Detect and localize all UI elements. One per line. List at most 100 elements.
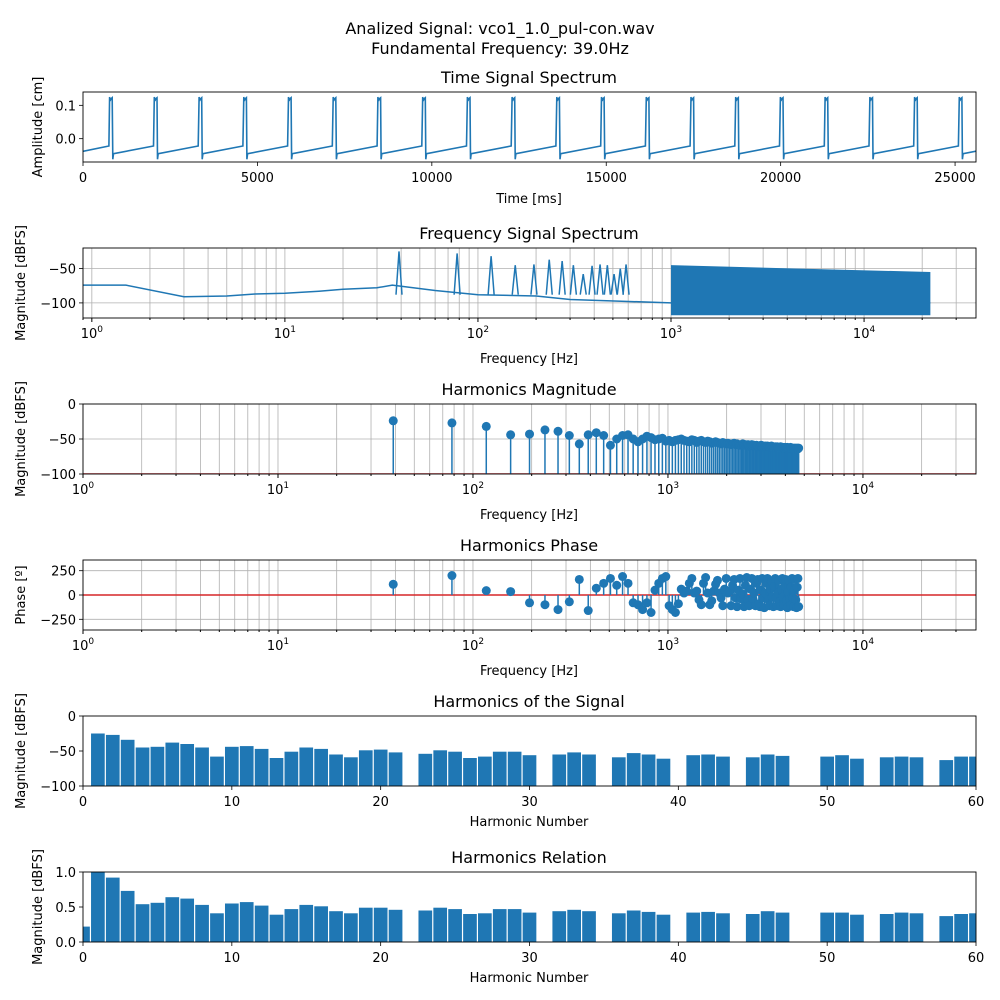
bar <box>120 890 135 942</box>
y-tick-label: 0.1 <box>55 99 76 114</box>
x-tick-label: 30 <box>521 795 538 810</box>
y-axis-label: Magnitude [dBFS] <box>14 693 29 809</box>
panel-title: Frequency Signal Spectrum <box>419 224 639 243</box>
stem-marker <box>670 608 680 617</box>
bar <box>820 756 835 786</box>
x-tick-label: 104 <box>852 481 875 498</box>
y-tick-label: −100 <box>40 780 76 795</box>
stem-marker <box>618 572 628 582</box>
axes: 0−50−1000 10 20 30 40 50 60 <box>40 710 984 810</box>
bar <box>150 902 165 942</box>
bar <box>373 749 388 786</box>
plot-frame <box>82 403 977 475</box>
bar <box>105 877 120 942</box>
bar <box>284 909 299 942</box>
stem-marker <box>591 583 601 593</box>
stem-marker <box>388 579 398 589</box>
bar <box>567 909 581 942</box>
bar <box>418 910 433 942</box>
bar <box>83 926 90 942</box>
y-tick-label: 0 <box>68 398 76 413</box>
stem-marker <box>612 580 622 590</box>
plot-area <box>83 416 976 474</box>
bar <box>299 904 314 942</box>
bar <box>954 756 968 786</box>
y-tick-label: −100 <box>40 297 76 312</box>
bar <box>641 911 656 942</box>
stem-marker <box>638 605 648 615</box>
bar <box>820 912 835 942</box>
bar <box>522 755 537 786</box>
x-tick-label: 103 <box>657 637 679 654</box>
stem-marker <box>793 573 803 583</box>
panel-harmonics-magnitude: Harmonics Magnitude Frequency [Hz] Magni… <box>14 380 977 523</box>
panel-title: Harmonics of the Signal <box>433 692 624 711</box>
bar <box>894 756 909 786</box>
stem-marker <box>642 598 652 608</box>
plot-frame <box>82 247 977 319</box>
bar <box>165 742 180 786</box>
plot-frame <box>82 91 977 163</box>
x-axis-label: Harmonic Number <box>470 971 589 986</box>
bar <box>775 755 790 786</box>
bar <box>686 912 701 942</box>
bar <box>314 906 328 942</box>
panel-title: Harmonics Magnitude <box>441 380 616 399</box>
x-tick-label: 0 <box>79 171 87 186</box>
stem-marker <box>701 573 711 582</box>
bar <box>269 914 284 942</box>
spectrum-peak <box>558 260 566 295</box>
x-tick-label: 102 <box>467 325 489 342</box>
stem-marker <box>794 602 804 612</box>
stem-marker <box>540 425 550 435</box>
bar <box>433 750 448 786</box>
x-axis-label: Time [ms] <box>495 192 562 207</box>
spectrum-dense-region <box>671 265 931 316</box>
bar <box>478 913 492 942</box>
bar <box>701 911 715 942</box>
bar <box>180 898 195 942</box>
x-tick-label: 10000 <box>411 171 452 186</box>
y-axis-label: Magnitude [dBFS] <box>14 381 29 497</box>
x-axis-label: Frequency [Hz] <box>480 664 578 679</box>
stem-marker <box>525 429 535 439</box>
bar <box>835 755 849 786</box>
bar <box>373 907 388 942</box>
x-tick-label: 101 <box>274 325 296 342</box>
stem-marker <box>692 586 702 596</box>
bar <box>507 909 522 942</box>
stem-marker <box>564 431 574 440</box>
stem-marker <box>583 606 593 616</box>
bar <box>344 913 358 942</box>
plot-area <box>91 733 976 786</box>
y-axis-label: Magnitude [dBFS] <box>31 849 46 965</box>
bar <box>150 746 165 786</box>
x-tick-label: 103 <box>660 325 682 342</box>
stem-marker <box>564 597 574 607</box>
x-tick-label: 0 <box>79 951 87 966</box>
x-tick-label: 40 <box>670 951 687 966</box>
figure-title-line2: Fundamental Frequency: 39.0Hz <box>371 39 629 58</box>
bar <box>716 913 730 942</box>
x-tick-label: 50 <box>819 795 836 810</box>
stem-marker <box>718 601 728 611</box>
bar <box>284 751 299 786</box>
stem-marker <box>481 421 491 431</box>
x-axis-label: Frequency [Hz] <box>480 508 578 523</box>
spectrum-peak <box>530 264 538 295</box>
x-tick-label: 20 <box>372 951 389 966</box>
bar <box>120 739 135 786</box>
bar <box>314 748 328 786</box>
x-tick-label: 100 <box>81 325 104 342</box>
bar <box>775 912 790 942</box>
bar <box>611 913 626 942</box>
y-tick-label: −50 <box>49 263 76 278</box>
stem-marker <box>388 416 398 426</box>
bar <box>448 909 462 942</box>
bar <box>552 754 567 786</box>
stem-marker <box>553 605 563 615</box>
bar <box>626 753 641 786</box>
bar <box>344 757 358 786</box>
x-tick-label: 20000 <box>760 171 801 186</box>
